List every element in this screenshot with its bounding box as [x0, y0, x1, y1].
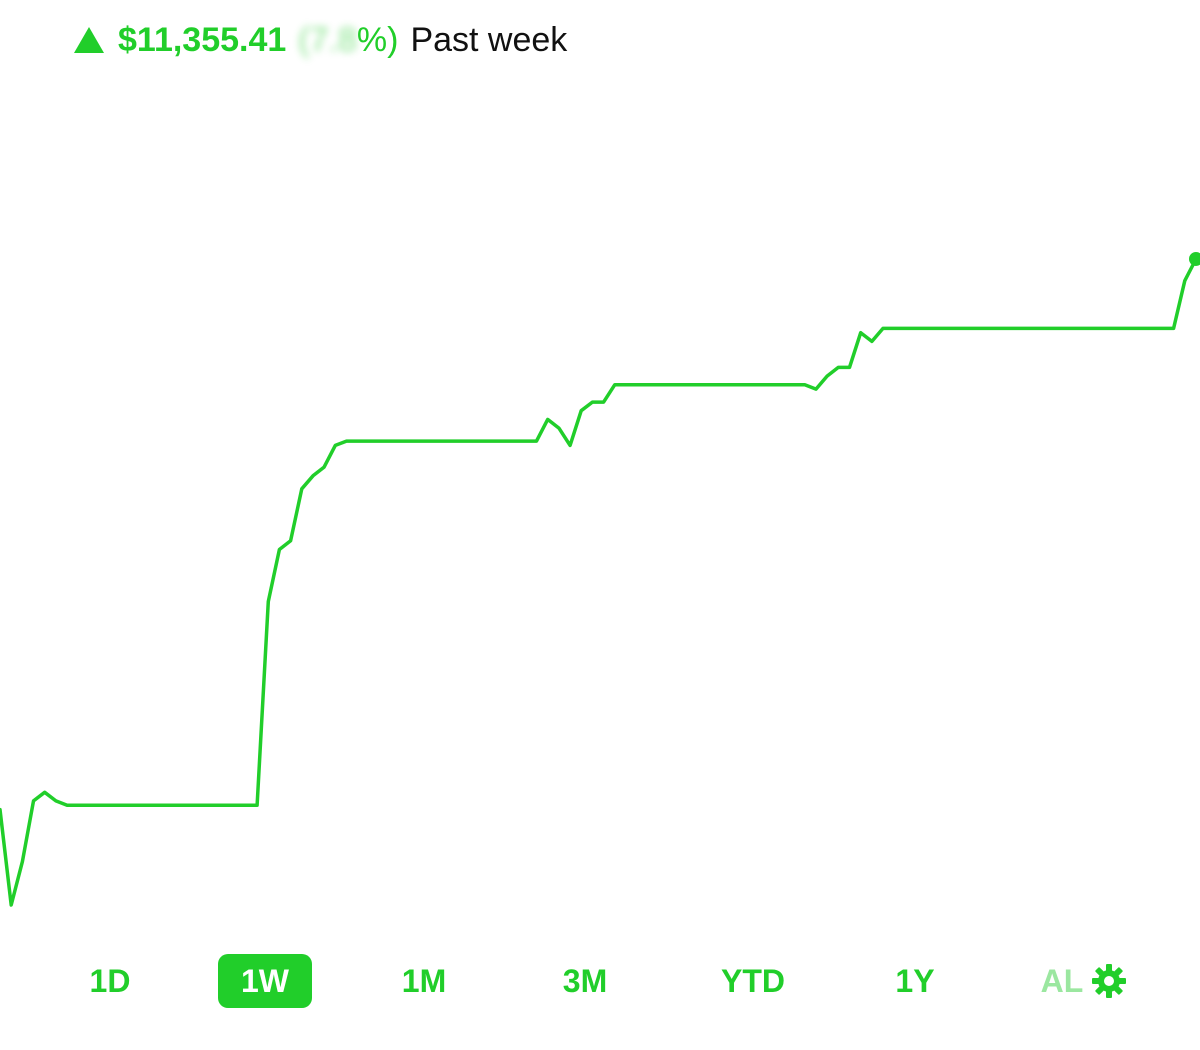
period-label: Past week	[410, 20, 568, 59]
range-selector: 1D 1W 1M 3M YTD 1Y AL	[0, 950, 1200, 1012]
change-percent-value: 7.8	[309, 20, 357, 59]
change-percent-open: (	[298, 20, 310, 59]
price-chart[interactable]	[0, 0, 1200, 940]
range-option-3m[interactable]: 3M	[562, 962, 608, 999]
range-option-1w[interactable]: 1W	[218, 954, 312, 1008]
gear-icon[interactable]	[1090, 962, 1128, 1000]
triangle-up-icon	[74, 27, 104, 53]
price-chart-svg[interactable]	[0, 0, 1200, 940]
change-percent: ( 7.8 %)	[298, 21, 398, 60]
price-line	[0, 257, 1198, 907]
range-option-1m[interactable]: 1M	[401, 962, 447, 999]
change-percent-close: %)	[356, 20, 399, 59]
change-amount: $11,355.41	[118, 20, 287, 59]
range-option-ytd[interactable]: YTD	[721, 962, 785, 999]
range-option-1y[interactable]: 1Y	[895, 962, 935, 999]
performance-header: $11,355.41 ( 7.8 %) Past week	[72, 18, 567, 62]
range-option-al[interactable]: AL	[1040, 962, 1084, 999]
current-price-dot	[1189, 252, 1200, 266]
range-option-1d[interactable]: 1D	[89, 962, 131, 999]
